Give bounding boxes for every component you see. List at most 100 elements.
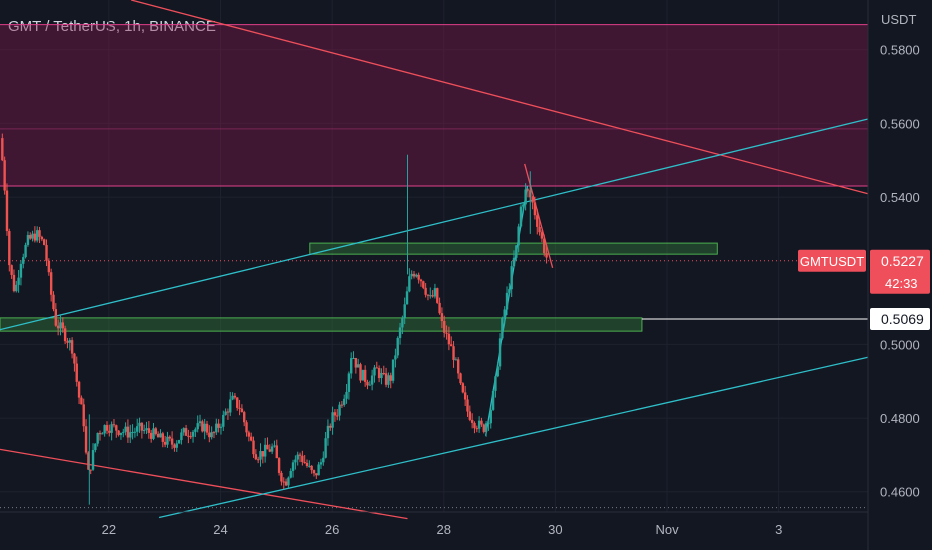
- x-tick-label: Nov: [655, 522, 679, 537]
- candle-body: [61, 322, 64, 329]
- symbol-tag: [798, 249, 866, 272]
- trendline: [158, 356, 869, 519]
- candle-body: [208, 432, 211, 438]
- candle-body: [129, 432, 132, 438]
- candle-body: [159, 433, 162, 438]
- x-tick-label: 22: [102, 522, 116, 537]
- candle-body: [450, 344, 453, 347]
- support-box: [0, 317, 643, 332]
- candle-body: [477, 420, 481, 429]
- candle-body: [31, 233, 34, 239]
- candle-body: [42, 239, 46, 245]
- last-price-label: 0.5227: [881, 253, 924, 269]
- candle-body: [140, 422, 144, 431]
- candle-body: [110, 424, 113, 433]
- candle-body: [387, 375, 390, 385]
- y-tick-label: 0.4600: [880, 485, 920, 500]
- candle-body: [512, 257, 516, 267]
- candle-body: [391, 359, 395, 381]
- candle-body: [47, 260, 51, 273]
- candle-body: [433, 288, 437, 297]
- candle-body: [275, 445, 278, 459]
- candle-body: [124, 426, 127, 432]
- candle-body: [89, 469, 92, 471]
- candle-body: [105, 425, 109, 431]
- candle-body: [470, 419, 474, 423]
- candle-body: [298, 454, 302, 456]
- candle-body: [133, 431, 137, 433]
- candle-body: [422, 281, 425, 288]
- candle-body: [249, 436, 253, 441]
- candle-body: [226, 411, 230, 413]
- candle-body: [217, 423, 220, 428]
- candle-body: [52, 294, 55, 310]
- candle-body: [36, 230, 39, 241]
- candle-body: [108, 430, 111, 433]
- candle-body: [145, 428, 148, 430]
- candle-body: [282, 481, 285, 483]
- price-tags: GMTUSDT 0.5227 42:33 0.5069: [798, 249, 930, 330]
- candle-body: [263, 444, 267, 457]
- candle-body: [294, 459, 297, 463]
- candle-body: [447, 333, 451, 345]
- candle-body: [489, 409, 492, 424]
- x-tick-label: 26: [325, 522, 339, 537]
- candle-body: [82, 404, 85, 427]
- candle-body: [184, 428, 188, 436]
- candle-body: [389, 375, 392, 381]
- candle-body: [40, 236, 44, 240]
- candle-body: [352, 358, 355, 360]
- candle-body: [498, 338, 502, 367]
- candle-body: [247, 432, 251, 437]
- candle-body: [73, 353, 76, 364]
- candle-body: [212, 432, 216, 434]
- candle-body: [101, 433, 104, 435]
- candle-body: [245, 422, 248, 433]
- trendline: [0, 448, 408, 520]
- candle-body: [361, 369, 365, 381]
- candle-body: [233, 395, 237, 398]
- candle-body: [259, 451, 262, 460]
- candle-body: [531, 197, 534, 203]
- y-tick-label: 0.5800: [880, 43, 920, 58]
- candle-body: [170, 438, 174, 445]
- candle-body: [29, 235, 32, 239]
- candle-body: [336, 415, 339, 417]
- candle-body: [38, 230, 41, 237]
- candle-body: [517, 226, 520, 246]
- candle-body: [270, 446, 274, 452]
- candle-body: [473, 422, 476, 429]
- candle-body: [380, 372, 383, 379]
- candle-body: [340, 404, 344, 406]
- y-tick-label: 0.5600: [880, 116, 920, 131]
- candle-body: [152, 428, 155, 439]
- candle-body: [168, 436, 171, 439]
- candle-body: [66, 341, 69, 343]
- candle-body: [198, 421, 202, 424]
- candle-body: [475, 428, 478, 430]
- candle-body: [510, 266, 513, 290]
- price-unit-label: USDT: [881, 12, 917, 27]
- candle-body: [456, 359, 460, 374]
- candle-body: [1, 138, 4, 161]
- candle-body: [8, 231, 11, 266]
- candle-body: [98, 432, 102, 435]
- candle-body: [403, 304, 406, 319]
- candle-body: [419, 279, 423, 282]
- candle-body: [15, 284, 18, 292]
- candle-body: [280, 472, 283, 482]
- candle-body: [131, 431, 134, 433]
- candle-body: [533, 202, 537, 216]
- candle-body: [408, 276, 411, 292]
- candle-body: [536, 215, 539, 227]
- candle-body: [154, 428, 158, 434]
- candle-body: [515, 245, 518, 258]
- candle-body: [503, 309, 506, 318]
- candle-body: [343, 398, 346, 405]
- candle-body: [203, 423, 206, 432]
- candle-body: [366, 381, 369, 386]
- candle-body: [194, 429, 197, 432]
- candle-body: [56, 325, 60, 329]
